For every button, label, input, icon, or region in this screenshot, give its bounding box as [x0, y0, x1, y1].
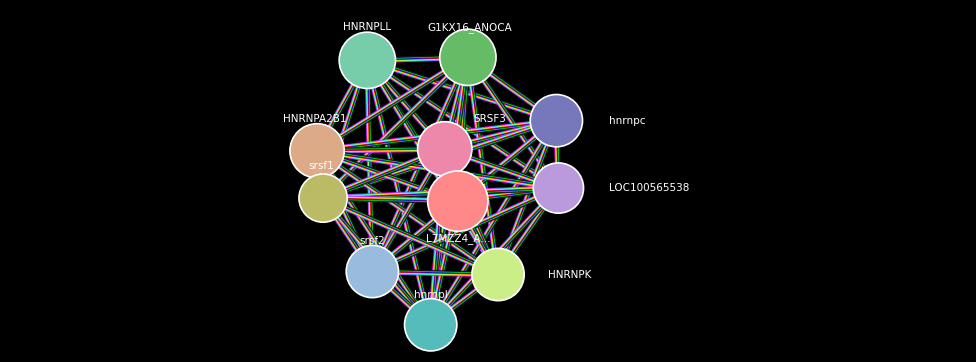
Text: HNRNPA2B1: HNRNPA2B1: [283, 114, 346, 124]
Text: srsf1: srsf1: [308, 161, 334, 171]
Text: L7MZZ4_A...: L7MZZ4_A...: [426, 233, 490, 244]
Circle shape: [418, 122, 472, 176]
Text: HNRNPLL: HNRNPLL: [344, 22, 391, 32]
Text: SRSF3: SRSF3: [473, 114, 506, 124]
Circle shape: [530, 94, 583, 147]
Circle shape: [427, 171, 488, 231]
Circle shape: [404, 299, 457, 351]
Text: LOC100565538: LOC100565538: [609, 183, 689, 193]
Text: HNRNPK: HNRNPK: [549, 270, 591, 279]
Circle shape: [346, 245, 398, 298]
Text: srsf2: srsf2: [359, 236, 386, 246]
Text: G1KX16_ANOCA: G1KX16_ANOCA: [427, 22, 512, 33]
Circle shape: [440, 29, 496, 85]
Text: hnrnpl: hnrnpl: [414, 290, 448, 300]
Circle shape: [340, 32, 395, 88]
Circle shape: [472, 248, 524, 301]
Circle shape: [290, 124, 345, 178]
Text: hnrnpc: hnrnpc: [609, 116, 645, 126]
Circle shape: [533, 163, 584, 213]
Circle shape: [299, 174, 347, 222]
